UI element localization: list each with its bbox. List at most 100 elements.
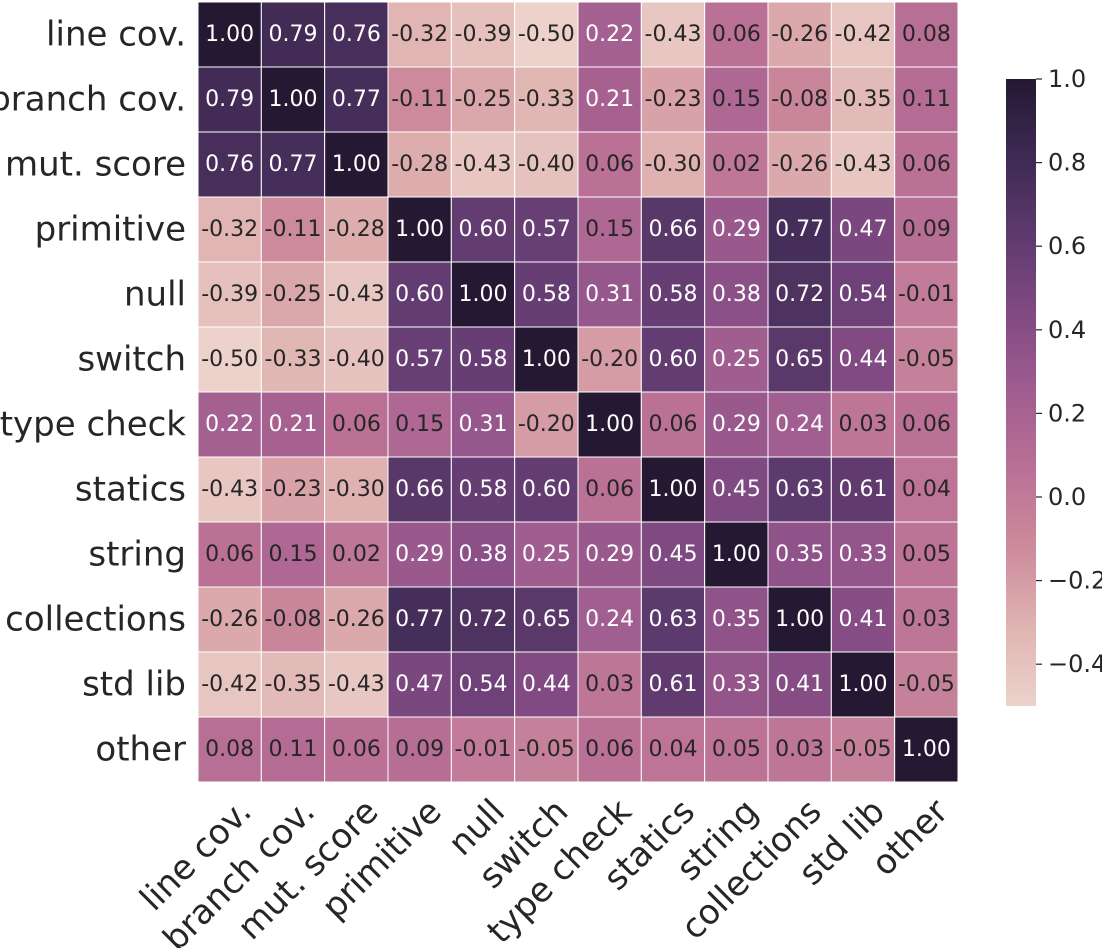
heatmap-cell-value: 0.09 [902, 217, 951, 242]
heatmap-cell [197, 196, 262, 263]
heatmap-cell-value: 1.00 [395, 217, 444, 242]
heatmap-cell-value: -0.33 [265, 347, 322, 372]
heatmap-cell [514, 261, 579, 328]
heatmap-cell [514, 196, 579, 263]
heatmap-cell-value: -0.08 [265, 607, 322, 632]
heatmap-cell-value: 0.57 [395, 347, 444, 372]
colorbar-tick-label: 0.8 [1048, 149, 1086, 177]
heatmap-cell-value: 0.41 [775, 672, 824, 697]
heatmap-cell-value: 0.11 [269, 737, 318, 762]
heatmap-cell-value: -0.43 [455, 152, 512, 177]
heatmap-cell-value: 0.03 [775, 737, 824, 762]
heatmap-cell-value: 0.15 [712, 87, 761, 112]
heatmap-cell-value: 0.25 [712, 347, 761, 372]
heatmap-cell [704, 196, 769, 263]
heatmap-cell-value: 0.09 [395, 737, 444, 762]
heatmap-cell [324, 456, 389, 523]
colorbar-gradient [1006, 79, 1036, 706]
heatmap-cell [450, 391, 516, 458]
heatmap-cell-value: 0.25 [522, 542, 571, 567]
heatmap-cell-value: 0.05 [712, 737, 761, 762]
heatmap-cell-value: 0.47 [839, 217, 888, 242]
heatmap-cell-value: 0.15 [269, 542, 318, 567]
heatmap-cell-value: 0.15 [585, 217, 634, 242]
heatmap-cell-value: -0.25 [265, 282, 322, 307]
heatmap-cell-value: -0.25 [455, 87, 512, 112]
heatmap-cell [767, 456, 832, 523]
heatmap-cell [260, 1, 326, 68]
heatmap-cell [387, 586, 452, 653]
row-label: std lib [82, 665, 186, 705]
heatmap-cell-value: 0.22 [205, 412, 254, 437]
heatmap-cell [767, 326, 832, 393]
heatmap-cell-value: 1.00 [649, 477, 698, 502]
row-labels: line cov. branch cov. mut. score primitive n… [0, 15, 186, 770]
heatmap-cell [197, 521, 262, 588]
heatmap-cell-value: 1.00 [522, 347, 571, 372]
heatmap-cell-value: -0.01 [455, 737, 512, 762]
heatmap-cell [387, 1, 452, 68]
heatmap-cell [767, 716, 832, 783]
heatmap-cell-value: 0.06 [332, 412, 381, 437]
heatmap-cell [894, 391, 959, 458]
colorbar-tick-label: 0.4 [1048, 316, 1086, 344]
heatmap-cell-value: 0.47 [395, 672, 444, 697]
heatmap-cell-value: -0.39 [201, 282, 258, 307]
heatmap-cell-value: 0.06 [902, 412, 951, 437]
row-label: other [95, 730, 186, 770]
heatmap-cell-value: 0.63 [775, 477, 824, 502]
heatmap-cell-value: -0.28 [391, 152, 448, 177]
heatmap-cell [514, 521, 579, 588]
heatmap-cell [577, 391, 642, 458]
heatmap-cell-value: -0.08 [771, 87, 828, 112]
row-label: mut. score [5, 145, 186, 185]
heatmap-cell [830, 716, 896, 783]
heatmap-cell-value: -0.43 [645, 22, 702, 47]
heatmap-cell-value: 1.00 [712, 542, 761, 567]
heatmap-cell-value: -0.42 [201, 672, 258, 697]
heatmap-cell [324, 131, 389, 198]
heatmap-cell-value: 0.33 [839, 542, 888, 567]
heatmap-cell [514, 1, 579, 68]
heatmap-cell [324, 391, 389, 458]
heatmap-cell-value: 0.44 [522, 672, 571, 697]
colorbar-tick-label: 0.6 [1048, 232, 1086, 260]
heatmap-cell [197, 1, 262, 68]
heatmap-cell-value: -0.30 [328, 477, 385, 502]
heatmap-cell-value: 0.08 [205, 737, 254, 762]
heatmap-cell-value: 0.06 [649, 412, 698, 437]
heatmap-cell [830, 261, 896, 328]
heatmap-cell [640, 456, 706, 523]
heatmap-cell [640, 66, 706, 133]
heatmap-cell [260, 586, 326, 653]
heatmap-cell-value: 0.06 [585, 737, 634, 762]
row-label: primitive [35, 210, 186, 250]
heatmap-cell-value: 0.41 [839, 607, 888, 632]
heatmap-cell-value: 0.45 [712, 477, 761, 502]
heatmap-cell-value: 0.29 [712, 217, 761, 242]
colorbar-tick-label: 0.2 [1048, 399, 1086, 427]
heatmap-cell [197, 456, 262, 523]
heatmap-cell [894, 456, 959, 523]
heatmap-cell-value: 0.02 [332, 542, 381, 567]
row-label: type check [0, 405, 186, 445]
heatmap-cell [830, 586, 896, 653]
heatmap-cell-value: 0.06 [585, 477, 634, 502]
heatmap-cell-value: 0.58 [522, 282, 571, 307]
heatmap-cell [704, 326, 769, 393]
heatmap-cell [894, 521, 959, 588]
heatmap-cell-value: -0.01 [898, 282, 955, 307]
heatmap-cell-value: -0.23 [265, 477, 322, 502]
heatmap-cell [894, 326, 959, 393]
heatmap-cell-value: -0.32 [391, 22, 448, 47]
heatmap-cell [577, 326, 642, 393]
heatmap-cell-value: -0.05 [898, 347, 955, 372]
heatmap-cell-value: 1.00 [205, 22, 254, 47]
heatmap-cell [640, 326, 706, 393]
heatmap-cell-value: 1.00 [902, 737, 951, 762]
heatmap-cell-value: 0.29 [585, 542, 634, 567]
heatmap-cell-value: -0.43 [835, 152, 892, 177]
heatmap-cell-value: 0.60 [649, 347, 698, 372]
colorbar-tick-label: −0.2 [1048, 567, 1102, 595]
heatmap-cell [767, 66, 832, 133]
